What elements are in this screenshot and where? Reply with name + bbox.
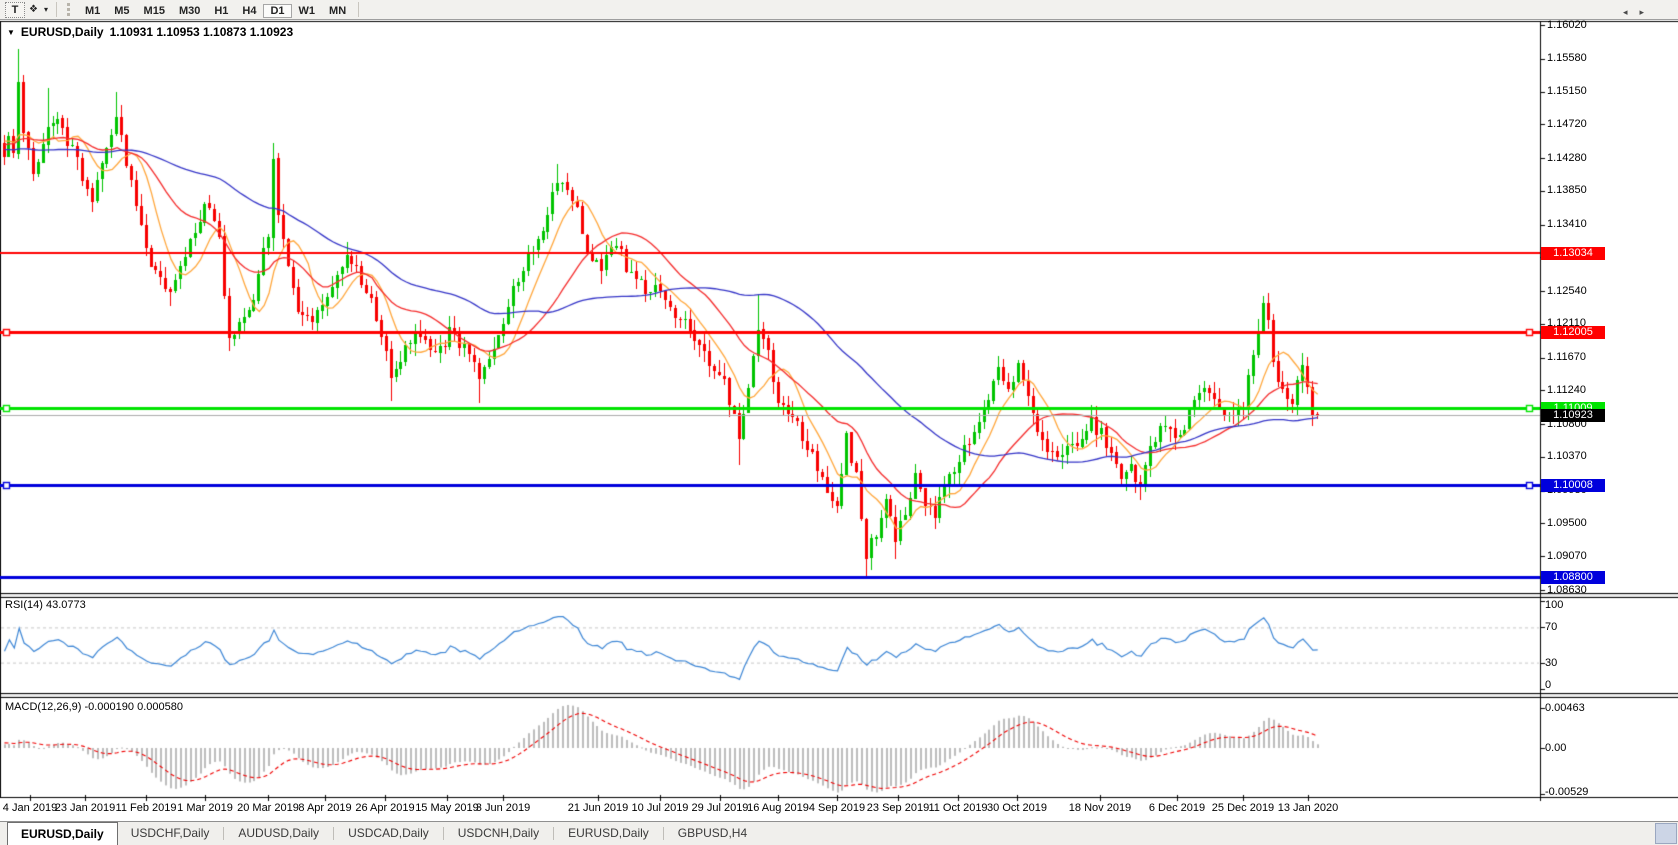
toolbar: T ❖ ▾ M1 M5 M15 M30 H1 H4 D1 W1 MN: [0, 0, 1678, 20]
chart-tab-eurusd-daily[interactable]: EURUSD,Daily: [568, 826, 649, 840]
current-price-badge: 1.10923: [1541, 409, 1605, 422]
chart-tab-bar: EURUSD,Daily USDCHF,Daily AUDUSD,Daily USDC…: [0, 821, 1678, 845]
ohlc-quote: 1.10931 1.10953 1.10873 1.10923: [109, 25, 294, 39]
timeframe-button-m30[interactable]: M30: [178, 4, 201, 17]
symbol-period-label: EURUSD,Daily: [20, 25, 104, 39]
date-tick-label: 29 Jul 2019: [691, 802, 749, 814]
macd-scale-label: 0.00: [1545, 742, 1567, 754]
tab-scroll-controls: ◂ ▸: [1623, 7, 1644, 18]
price-tick-label: 1.13850: [1547, 184, 1587, 197]
objects-icon: ❖: [29, 3, 38, 15]
objects-dropdown-button[interactable]: ▾: [42, 2, 50, 18]
date-tick-label: 26 Apr 2019: [355, 802, 415, 814]
price-tick-label: 1.11240: [1547, 383, 1586, 396]
price-badge: 1.10008: [1541, 479, 1605, 492]
price-tick-label: 1.14720: [1547, 117, 1587, 130]
price-badge: 1.13034: [1541, 247, 1605, 260]
chart-tab-usdchf-daily[interactable]: USDCHF,Daily: [130, 826, 210, 840]
rsi-indicator-label: RSI(14) 43.0773: [5, 599, 86, 611]
timeframe-button-w1[interactable]: W1: [298, 4, 316, 17]
price-tick-label: 1.14280: [1547, 151, 1587, 164]
date-tick-label: 4 Sep 2019: [808, 802, 866, 814]
price-badge: 1.12005: [1541, 326, 1605, 339]
date-tick-label: 8 Apr 2019: [298, 802, 352, 814]
tab-separator: [553, 827, 555, 840]
date-tick-label: 13 Jan 2020: [1277, 802, 1339, 814]
timeframe-button-m5[interactable]: M5: [114, 4, 130, 17]
date-tick-label: 23 Jan 2019: [54, 802, 116, 814]
date-tick-label: 16 Aug 2019: [747, 802, 809, 814]
chart-tab-gbpusd-h4[interactable]: GBPUSD,H4: [677, 826, 748, 840]
price-badge: 1.08800: [1541, 571, 1605, 584]
price-tick-label: 1.08630: [1547, 583, 1587, 596]
timeframe-button-d1[interactable]: D1: [263, 3, 292, 18]
date-tick-label: 23 Sep 2019: [866, 802, 930, 814]
chart-tab-usdcad-daily[interactable]: USDCAD,Daily: [348, 826, 429, 840]
pane-separator[interactable]: [0, 690, 1678, 698]
date-tick-label: 11 Feb 2019: [115, 802, 177, 814]
chart-tab-eurusd-daily[interactable]: EURUSD,Daily: [7, 822, 118, 845]
timeframe-button-h1[interactable]: H1: [214, 4, 229, 17]
date-tick-label: 6 Dec 2019: [1148, 802, 1206, 814]
macd-scale-label: 0.00463: [1545, 702, 1585, 714]
macd-indicator-label: MACD(12,26,9) -0.000190 0.000580: [5, 701, 183, 713]
date-tick-label: 10 Jul 2019: [631, 802, 689, 814]
date-tick-label: 15 May 2019: [415, 802, 479, 814]
date-tick-label: 4 Jan 2019: [2, 802, 58, 814]
rsi-scale-label: 30: [1545, 656, 1558, 669]
chart-tab-audusd-daily[interactable]: AUDUSD,Daily: [238, 826, 320, 840]
date-tick-label: 11 Oct 2019: [928, 802, 988, 814]
text-tool-button[interactable]: T: [5, 1, 25, 18]
tabs-scroll-right-icon[interactable]: ▸: [1639, 7, 1644, 17]
pane-separator[interactable]: [0, 590, 1678, 598]
date-tick-label: 18 Nov 2019: [1068, 802, 1132, 814]
chart-tabs: EURUSD,Daily USDCHF,Daily AUDUSD,Daily USDC…: [0, 822, 760, 845]
price-tick-label: 1.15580: [1547, 52, 1587, 65]
macd-scale-label: -0.00529: [1545, 786, 1589, 798]
timeframe-button-m1[interactable]: M1: [84, 4, 101, 17]
tabs-scroll-left-icon[interactable]: ◂: [1622, 7, 1628, 17]
tab-separator: [223, 827, 225, 840]
price-tick-label: 1.12540: [1547, 284, 1587, 297]
chart-title: ▼ EURUSD,Daily 1.10931 1.10953 1.10873 1…: [7, 25, 293, 39]
rsi-scale-label: 70: [1545, 621, 1558, 634]
tab-separator: [442, 827, 444, 840]
timeframe-button-h4[interactable]: H4: [242, 4, 257, 17]
tab-separator: [333, 827, 335, 840]
price-tick-label: 1.13410: [1547, 218, 1587, 231]
chart-tab-usdcnh-daily[interactable]: USDCNH,Daily: [457, 826, 540, 840]
date-tick-label: 1 Mar 2019: [177, 802, 233, 814]
toolbar-separator: [358, 2, 360, 17]
chevron-down-icon: ▾: [43, 4, 48, 14]
toolbar-separator: [55, 2, 57, 17]
date-tick-label: 25 Dec 2019: [1211, 802, 1275, 814]
price-tick-label: 1.09070: [1547, 549, 1587, 562]
rsi-scale-label: 0: [1545, 679, 1552, 691]
price-tick-label: 1.11670: [1547, 351, 1586, 364]
date-tick-label: 3 Jun 2019: [475, 802, 531, 814]
date-tick-label: 30 Oct 2019: [987, 802, 1047, 814]
rsi-scale-label: 100: [1545, 599, 1564, 611]
date-tick-label: 20 Mar 2019: [237, 802, 299, 814]
scrollbar-corner: [1655, 823, 1677, 844]
objects-tool-button[interactable]: ❖: [27, 2, 40, 18]
price-tick-label: 1.15150: [1547, 85, 1587, 97]
toolbar-grip[interactable]: [66, 3, 73, 16]
price-tick-label: 1.09500: [1547, 516, 1587, 529]
timeframe-group: M1 M5 M15 M30 H1 H4 D1 W1 MN: [78, 1, 353, 19]
timeframe-button-m15[interactable]: M15: [143, 4, 165, 17]
price-tick-label: 1.16020: [1547, 18, 1587, 31]
timeframe-button-mn[interactable]: MN: [329, 4, 347, 17]
collapse-quote-icon[interactable]: ▼: [7, 27, 15, 37]
date-tick-label: 21 Jun 2019: [567, 802, 629, 814]
price-tick-label: 1.10370: [1547, 450, 1587, 463]
tab-separator: [662, 827, 664, 840]
